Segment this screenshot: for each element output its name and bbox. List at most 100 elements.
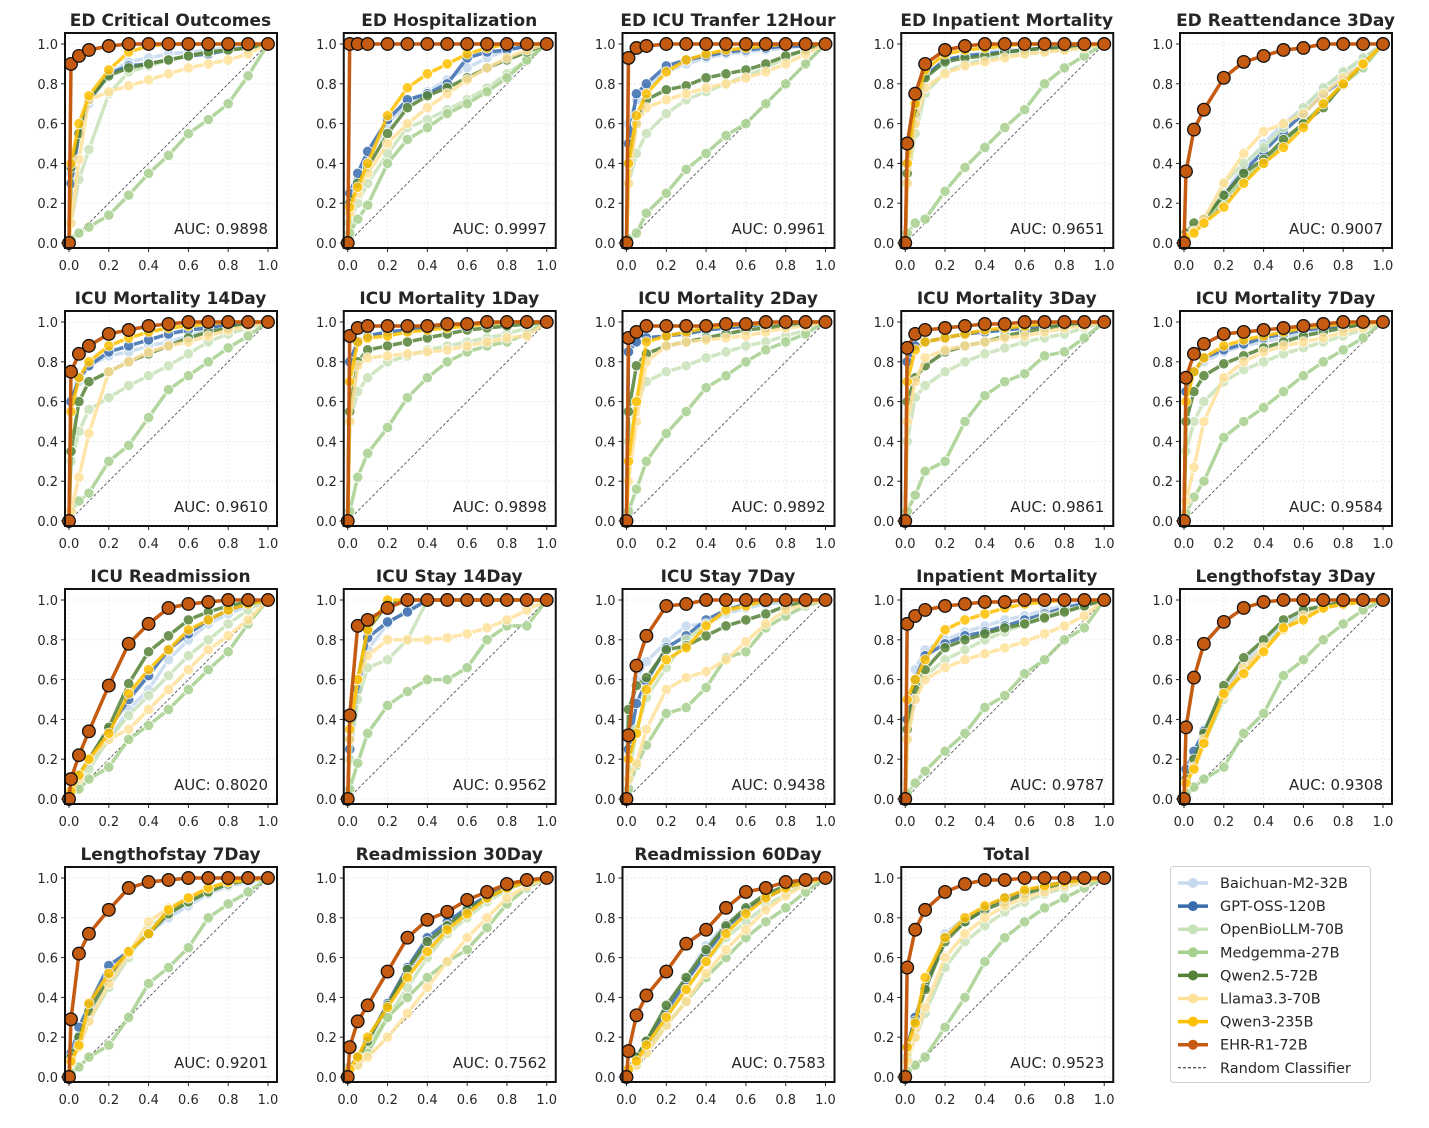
- roc-point: [242, 70, 254, 82]
- subplot-icu-mortality-2day: 0.00.0 0.2 0.2 0.4 0.4 0.6 0.6 0.8 0.8 1.0 1.0 ICU …: [595, 289, 836, 552]
- roc-point: [181, 597, 196, 611]
- roc-point: [798, 37, 813, 51]
- y-tick-label: 1.0: [37, 316, 58, 331]
- subplot-title: Readmission 60Day: [634, 845, 821, 865]
- x-tick-label: 0.0: [895, 259, 916, 274]
- roc-point: [740, 646, 752, 658]
- roc-point: [401, 392, 414, 404]
- roc-point: [381, 699, 394, 712]
- roc-point: [83, 773, 95, 785]
- roc-point: [959, 912, 971, 924]
- roc-point: [480, 37, 495, 51]
- plot-frame: [1179, 588, 1393, 805]
- roc-point: [241, 871, 256, 885]
- roc-point: [401, 348, 414, 360]
- roc-point: [1077, 37, 1092, 51]
- roc-point: [161, 601, 176, 615]
- roc-point: [141, 875, 156, 889]
- roc-point: [103, 761, 115, 773]
- roc-point: [938, 43, 953, 57]
- roc-point: [261, 871, 275, 885]
- roc-point: [460, 892, 475, 907]
- y-tick-label: 0.6: [595, 674, 616, 689]
- y-tick-label: 0.6: [37, 952, 58, 967]
- roc-point: [461, 628, 473, 640]
- roc-point: [161, 317, 176, 331]
- x-tick-label: 0.4: [1253, 259, 1274, 274]
- roc-point: [979, 56, 991, 68]
- y-tick-label: 0.4: [37, 435, 58, 450]
- roc-point: [919, 654, 931, 666]
- roc-point: [1337, 78, 1349, 90]
- roc-point: [939, 662, 951, 674]
- x-tick-label: 1.0: [1373, 537, 1394, 552]
- roc-point: [123, 709, 135, 722]
- roc-point: [1258, 707, 1270, 720]
- roc-point: [1077, 871, 1092, 885]
- roc-point: [1057, 315, 1072, 329]
- roc-point: [1297, 614, 1310, 626]
- roc-point: [400, 319, 415, 333]
- roc-point: [680, 672, 692, 684]
- random-classifier-line: [347, 599, 548, 800]
- roc-point: [979, 628, 991, 640]
- roc-point: [621, 728, 636, 743]
- roc-point: [241, 37, 256, 51]
- y-tick-label: 0.8: [1152, 356, 1173, 371]
- legend-marker: [1188, 878, 1198, 888]
- x-tick-label: 0.4: [975, 259, 996, 274]
- x-tick-label: 0.6: [736, 537, 757, 552]
- roc-point: [900, 136, 915, 151]
- roc-point: [83, 143, 95, 156]
- roc-point: [1258, 346, 1270, 358]
- y-tick-label: 1.0: [316, 316, 337, 331]
- roc-point: [660, 707, 672, 720]
- roc-point: [1038, 902, 1051, 914]
- roc-point: [1198, 217, 1210, 229]
- roc-point: [640, 455, 653, 467]
- x-tick-label: 1.0: [258, 537, 279, 552]
- roc-point: [521, 620, 533, 632]
- roc-point: [123, 380, 135, 392]
- roc-point: [1258, 157, 1270, 169]
- y-tick-label: 0.2: [1152, 753, 1173, 768]
- roc-point: [1038, 612, 1051, 624]
- roc-point: [182, 62, 194, 74]
- roc-point: [350, 1014, 365, 1029]
- roc-point: [740, 908, 752, 920]
- y-tick-label: 0.0: [1152, 793, 1173, 808]
- x-tick-label: 0.0: [59, 1093, 80, 1108]
- y-tick-label: 0.2: [874, 1031, 895, 1046]
- series-ehr-r1-72b: [619, 37, 833, 250]
- series-ehr-r1-72b: [898, 871, 1112, 1084]
- roc-point: [660, 187, 672, 199]
- roc-point: [460, 317, 475, 331]
- roc-point: [1198, 773, 1210, 785]
- roc-point: [501, 52, 513, 64]
- roc-point: [1037, 871, 1052, 885]
- roc-point: [83, 376, 95, 388]
- subplot-title: ICU Mortality 3Day: [917, 289, 1097, 309]
- roc-point: [959, 654, 971, 666]
- roc-point: [1057, 37, 1072, 51]
- roc-point: [999, 689, 1011, 702]
- subplot-title: ICU Mortality 2Day: [638, 289, 818, 309]
- roc-point: [909, 217, 921, 229]
- random-classifier-line: [1183, 599, 1384, 800]
- y-tick-label: 0.8: [874, 634, 895, 649]
- roc-point: [939, 932, 951, 944]
- series-ehr-r1-72b: [340, 593, 554, 806]
- roc-point: [1198, 370, 1210, 382]
- roc-point: [999, 376, 1011, 388]
- roc-point: [760, 98, 772, 110]
- plot-frame: [621, 310, 836, 527]
- roc-point: [720, 332, 732, 344]
- x-tick-label: 0.8: [775, 259, 796, 274]
- random-classifier-line: [626, 599, 826, 800]
- roc-point: [519, 873, 534, 887]
- roc-point: [700, 681, 712, 694]
- roc-point: [999, 932, 1011, 944]
- auc-label: AUC: 0.9438: [731, 776, 825, 794]
- roc-point: [1356, 593, 1371, 607]
- roc-point: [161, 873, 176, 887]
